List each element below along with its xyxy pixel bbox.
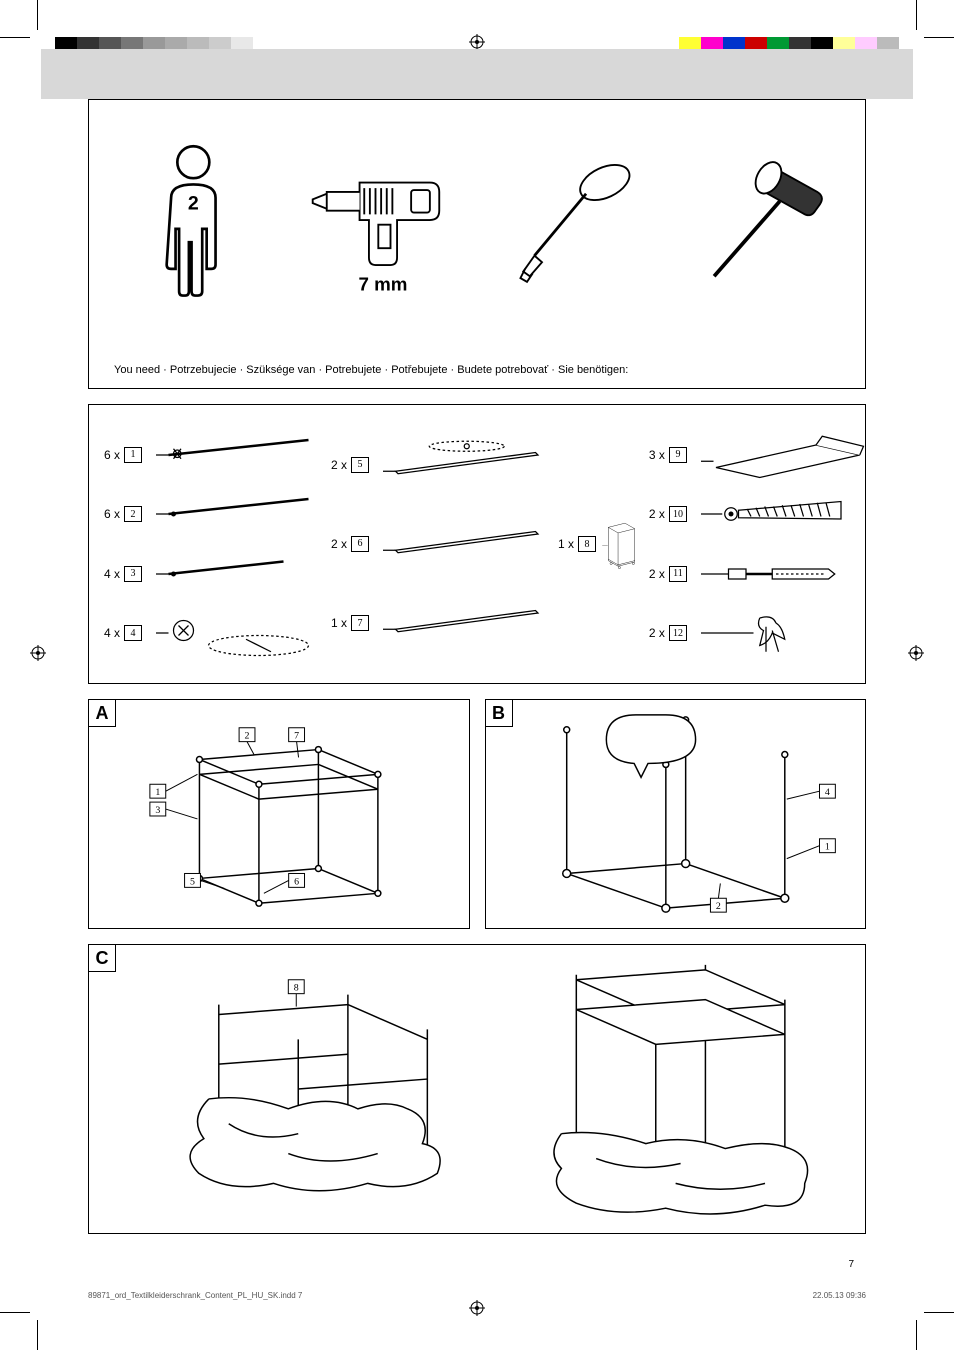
page-number: 7 xyxy=(848,1259,854,1270)
step-c-diagram: 8 xyxy=(89,945,865,1233)
registration-mark xyxy=(30,645,46,661)
part-number: 12 xyxy=(669,625,687,641)
svg-text:6: 6 xyxy=(294,876,299,887)
header-band xyxy=(41,49,913,99)
part-item: 6 x2 xyxy=(104,489,321,539)
hammer-icon xyxy=(686,145,836,295)
step-a-box: A 2 7 1 3 5 6 xyxy=(88,699,470,929)
part-number: 11 xyxy=(669,566,687,582)
svg-text:2: 2 xyxy=(715,901,720,912)
step-label: C xyxy=(88,944,116,972)
tool-people: 2 xyxy=(99,120,288,320)
footer-filename: 89871_ord_Textilkleiderschrank_Content_P… xyxy=(88,1291,302,1300)
crop-mark xyxy=(0,1312,30,1313)
tool-hammer xyxy=(666,120,855,320)
svg-text:1: 1 xyxy=(824,842,829,853)
step-c-box: C 8 xyxy=(88,944,866,1234)
parts-box: 6 x1 6 x2 4 x3 4 x4 2 x5 2 x6 1 x7 1 x8 … xyxy=(88,404,866,684)
part-number: 8 xyxy=(578,536,596,552)
person-icon: 2 xyxy=(140,140,247,300)
colorbar-right xyxy=(679,37,899,49)
drill-size: 7 mm xyxy=(358,273,407,294)
screwdriver-icon xyxy=(497,145,647,295)
svg-text:1: 1 xyxy=(155,787,160,798)
part-number: 3 xyxy=(124,566,142,582)
part-number: 1 xyxy=(124,447,142,463)
step-a-diagram: 2 7 1 3 5 6 xyxy=(89,700,469,928)
tools-box: 2 7 mm You need · Potrzebujecie · Sz xyxy=(88,99,866,389)
crop-mark xyxy=(0,37,30,38)
part-item: 2 x6 xyxy=(331,519,548,569)
part-item: 2 x10 xyxy=(649,489,866,539)
crop-mark xyxy=(924,1312,954,1313)
part-number: 10 xyxy=(669,506,687,522)
svg-text:4: 4 xyxy=(824,787,829,798)
footer: 89871_ord_Textilkleiderschrank_Content_P… xyxy=(88,1291,866,1300)
part-item: 1 x8 xyxy=(558,454,639,634)
registration-mark xyxy=(469,1300,485,1316)
step-label: B xyxy=(485,699,513,727)
svg-text:3: 3 xyxy=(155,805,160,816)
people-count: 2 xyxy=(188,192,199,214)
drill-icon: 7 mm xyxy=(308,145,458,295)
part-number: 9 xyxy=(669,447,687,463)
part-number: 5 xyxy=(351,457,369,473)
crop-mark xyxy=(916,1320,917,1350)
crop-mark xyxy=(916,0,917,30)
step-b-diagram: 4 1 2 xyxy=(486,700,866,928)
svg-text:2: 2 xyxy=(245,731,250,742)
footer-timestamp: 22.05.13 09:36 xyxy=(813,1291,866,1300)
part-item: 1 x7 xyxy=(331,598,548,648)
part-item: 4 x4 xyxy=(104,608,321,658)
part-number: 4 xyxy=(124,625,142,641)
part-item: 6 x1 xyxy=(104,430,321,480)
crop-mark xyxy=(924,37,954,38)
crop-mark xyxy=(37,0,38,30)
part-item: 4 x3 xyxy=(104,549,321,599)
part-number: 2 xyxy=(124,506,142,522)
registration-mark xyxy=(469,34,485,50)
you-need-text: You need · Potrzebujecie · Szüksége van … xyxy=(114,364,628,376)
step-label: A xyxy=(88,699,116,727)
registration-mark xyxy=(908,645,924,661)
page: 2 7 mm You need · Potrzebujecie · Sz xyxy=(0,0,954,1350)
tool-screwdriver xyxy=(477,120,666,320)
colorbar-left xyxy=(55,37,275,49)
content: 2 7 mm You need · Potrzebujecie · Sz xyxy=(88,99,866,1280)
svg-text:7: 7 xyxy=(294,731,299,742)
step-b-box: B 4 1 2 xyxy=(485,699,867,929)
part-number: 6 xyxy=(351,536,369,552)
part-item: 2 x12 xyxy=(649,608,866,658)
part-number: 7 xyxy=(351,615,369,631)
part-item: 3 x9 xyxy=(649,430,866,480)
part-item: 2 x11 xyxy=(649,549,866,599)
svg-text:8: 8 xyxy=(294,983,299,994)
wardrobe-icon xyxy=(600,519,639,569)
part-item: 2 x5 xyxy=(331,440,548,490)
crop-mark xyxy=(37,1320,38,1350)
svg-text:5: 5 xyxy=(190,876,195,887)
tool-drill: 7 mm xyxy=(288,120,477,320)
